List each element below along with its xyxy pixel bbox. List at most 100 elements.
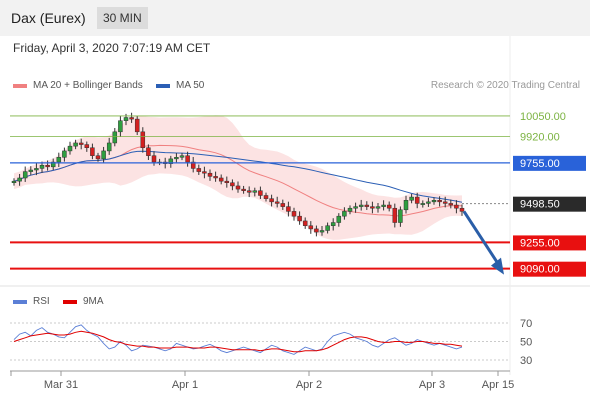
level-label: 9090.00 bbox=[520, 264, 560, 276]
candle-body bbox=[454, 204, 459, 209]
candle-body bbox=[459, 207, 465, 212]
candle-body bbox=[403, 200, 409, 211]
rsi-ma-label: 9MA bbox=[83, 296, 104, 307]
candle-body bbox=[364, 204, 370, 207]
candle-body bbox=[78, 142, 84, 145]
candle-body bbox=[274, 201, 280, 204]
rsi-swatch bbox=[13, 299, 27, 304]
candle-body bbox=[431, 200, 437, 203]
ma20-swatch bbox=[13, 83, 27, 88]
ma50-swatch bbox=[156, 83, 170, 88]
chart-header: Dax (Eurex) 30 MIN bbox=[0, 0, 590, 36]
candle-body bbox=[11, 180, 17, 183]
candle-body bbox=[224, 180, 230, 183]
rsi-axis-label: 50 bbox=[520, 337, 532, 349]
level-label: 9255.00 bbox=[520, 237, 560, 249]
candle-body bbox=[73, 142, 78, 147]
ma20-label: MA 20 + Bollinger Bands bbox=[33, 80, 143, 91]
credit-text: Research © 2020 Trading Central bbox=[430, 80, 580, 91]
candle-body bbox=[286, 206, 291, 212]
candle-body bbox=[437, 200, 442, 203]
candle-body bbox=[151, 155, 157, 163]
candle-body bbox=[168, 158, 174, 164]
candle-body bbox=[258, 190, 263, 196]
candle-body bbox=[375, 206, 381, 209]
candle-body bbox=[140, 131, 146, 148]
candle-body bbox=[123, 117, 129, 121]
level-box bbox=[513, 261, 586, 277]
instrument-title: Dax (Eurex) bbox=[11, 10, 86, 26]
candle-body bbox=[45, 164, 50, 168]
candle-body bbox=[336, 215, 342, 223]
legend-rsi-ma: 9MA bbox=[63, 296, 104, 307]
candle-body bbox=[319, 230, 325, 233]
candle-body bbox=[330, 222, 336, 226]
candle-body bbox=[22, 171, 28, 179]
x-axis-label: Apr 15 bbox=[482, 379, 514, 391]
candle-body bbox=[50, 161, 56, 168]
legend-ma50: MA 50 bbox=[156, 80, 204, 91]
candle-body bbox=[101, 150, 106, 160]
candle-body bbox=[269, 198, 274, 203]
forecast-arrowhead bbox=[491, 257, 504, 275]
level-label: 9755.00 bbox=[520, 158, 560, 170]
candle-body bbox=[426, 201, 431, 204]
period-button[interactable]: 30 MIN bbox=[97, 7, 148, 29]
ma50-line bbox=[13, 150, 463, 203]
x-axis-label: Mar 31 bbox=[44, 379, 78, 391]
candle-body bbox=[106, 142, 112, 152]
candle-body bbox=[17, 177, 22, 182]
rsi-line bbox=[13, 324, 463, 355]
candle-body bbox=[62, 150, 67, 158]
rsi-axis-label: 30 bbox=[520, 355, 532, 367]
candle-body bbox=[95, 155, 101, 160]
candle-body bbox=[353, 206, 358, 209]
candle-body bbox=[442, 201, 448, 204]
candle-body bbox=[39, 164, 45, 169]
candle-body bbox=[308, 225, 314, 230]
candle-body bbox=[398, 209, 403, 223]
candle-body bbox=[325, 225, 330, 231]
legend-ma20: MA 20 + Bollinger Bands bbox=[13, 80, 143, 91]
candle-body bbox=[202, 171, 207, 174]
candle-body bbox=[174, 157, 179, 160]
candle-body bbox=[246, 190, 252, 193]
candle-body bbox=[28, 169, 34, 172]
ma50-label: MA 50 bbox=[176, 80, 205, 91]
candle-body bbox=[291, 211, 297, 217]
candle-body bbox=[179, 155, 185, 158]
candle-body bbox=[190, 161, 196, 169]
candle-body bbox=[56, 157, 62, 163]
candle-body bbox=[90, 147, 95, 156]
candle-body bbox=[381, 204, 386, 207]
candle-body bbox=[230, 182, 235, 187]
candle-body bbox=[370, 206, 375, 209]
candle-body bbox=[118, 120, 123, 133]
current-price-box bbox=[513, 196, 586, 212]
candle-body bbox=[34, 168, 39, 171]
rsi-ma-line bbox=[13, 330, 463, 353]
rsi-ma-swatch bbox=[63, 299, 77, 304]
candle-body bbox=[134, 118, 140, 133]
candle-body bbox=[347, 207, 353, 212]
candle-body bbox=[241, 188, 246, 191]
x-axis-label: Apr 1 bbox=[172, 379, 198, 391]
candle-body bbox=[196, 168, 202, 172]
level-label: 9920.00 bbox=[520, 132, 560, 144]
candle-body bbox=[235, 185, 241, 190]
level-label: 10050.00 bbox=[520, 111, 566, 123]
candle-body bbox=[358, 204, 364, 207]
candle-body bbox=[386, 204, 392, 209]
candle-body bbox=[409, 196, 414, 201]
candle-body bbox=[218, 177, 224, 182]
candle-body bbox=[280, 203, 286, 207]
candle-body bbox=[297, 215, 302, 222]
candle-body bbox=[263, 195, 269, 199]
level-box bbox=[513, 235, 586, 251]
candle-body bbox=[146, 147, 151, 156]
x-axis-label: Apr 3 bbox=[419, 379, 445, 391]
candle-body bbox=[420, 203, 426, 205]
level-box bbox=[513, 155, 586, 171]
candle-body bbox=[185, 155, 190, 163]
